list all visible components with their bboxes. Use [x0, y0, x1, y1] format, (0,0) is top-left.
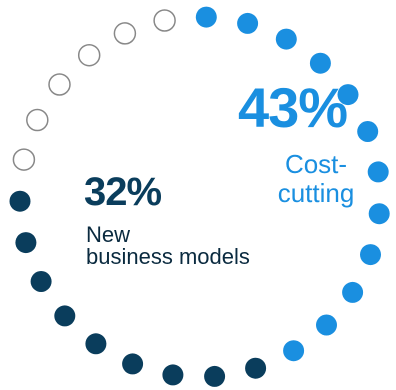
segment-2-dot: [48, 73, 71, 96]
segment-1-dot: [245, 357, 267, 379]
segment-2-dot: [77, 43, 101, 67]
segment-1-dot: [162, 364, 184, 386]
segment-1-dot: [15, 232, 37, 254]
segment-2-dot: [12, 148, 36, 171]
segment-2-dot: [153, 9, 176, 32]
segment-0-dot: [275, 28, 297, 50]
segment-0-dot: [316, 314, 337, 336]
segment-1-dot: [30, 271, 52, 292]
segment-2-dot: [113, 22, 137, 45]
segment-0-dot: [360, 244, 381, 266]
segment-0-dot: [309, 52, 331, 74]
segment-1-dot: [122, 353, 144, 375]
segment-0-dot: [337, 84, 359, 106]
dot-ring: [9, 6, 390, 387]
segment-0-dot: [342, 281, 364, 303]
segment-label-new-business-models: New business models: [86, 222, 250, 269]
segment-1-dot: [54, 305, 76, 327]
segment-percent-new-business-models: 32%: [84, 170, 162, 214]
segment-0-dot: [357, 121, 379, 142]
segment-0-dot: [368, 203, 390, 225]
segment-percent-cost-cutting: 43%: [238, 76, 348, 139]
segment-0-dot: [237, 12, 259, 34]
segment-2-dot: [26, 108, 49, 132]
segment-0-dot: [367, 161, 389, 183]
segment-1-dot: [85, 333, 107, 355]
segment-1-dot: [204, 365, 226, 387]
segment-0-dot: [195, 6, 217, 28]
segment-1-dot: [9, 190, 31, 212]
segment-0-dot: [283, 340, 305, 362]
segment-label-cost-cutting: Cost- cutting: [277, 149, 355, 209]
